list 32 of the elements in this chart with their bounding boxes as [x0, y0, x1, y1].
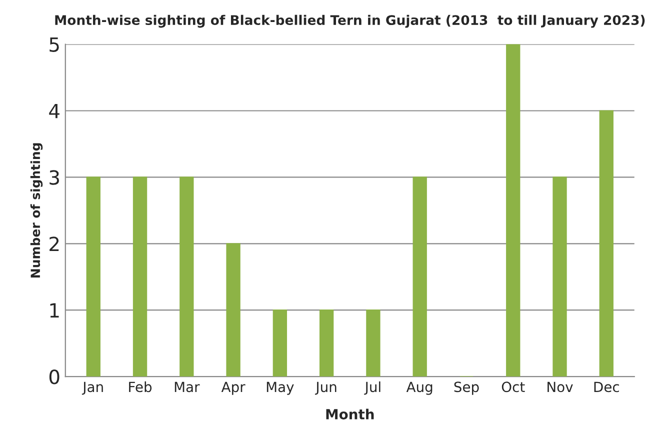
x-tick-label: Feb: [129, 381, 152, 392]
x-axis-title: Month: [326, 408, 374, 420]
x-tick-label: Jan: [82, 382, 103, 395]
y-tick-label: 4: [49, 104, 60, 118]
bar: [132, 176, 148, 377]
bar: [599, 110, 614, 377]
x-tick-label: Aug: [406, 382, 432, 395]
bar: [86, 176, 100, 377]
y-tick-label: 0: [49, 370, 60, 384]
x-tick-label: May: [266, 382, 294, 395]
chart-title: Month-wise sighting of Black-bellied Tern in Gujarat (2013 to till January 2023): [55, 14, 645, 28]
y-tick-label: 2: [50, 236, 59, 252]
y-tick-label: 1: [50, 303, 59, 318]
bar: [226, 243, 240, 377]
x-tick-label: Jun: [315, 382, 336, 395]
x-tick-label: Jul: [364, 381, 380, 395]
y-tick-label: 5: [50, 38, 59, 52]
bar: [506, 44, 520, 377]
y-axis-title: Number of sighting: [30, 143, 43, 278]
x-tick-label: Oct: [502, 382, 525, 392]
x-tick-label: Dec: [594, 382, 619, 392]
x-tick-label: Mar: [174, 382, 200, 392]
bar: [180, 176, 194, 377]
x-tick-label: Sep: [454, 382, 479, 395]
bar: [319, 310, 334, 377]
x-tick-label: Apr: [221, 382, 246, 395]
x-tick-label: Nov: [548, 382, 573, 392]
bar: [272, 310, 288, 377]
bar: [552, 176, 567, 377]
bar: [412, 176, 427, 377]
y-tick-label: 3: [50, 170, 59, 185]
bar: [366, 310, 380, 377]
